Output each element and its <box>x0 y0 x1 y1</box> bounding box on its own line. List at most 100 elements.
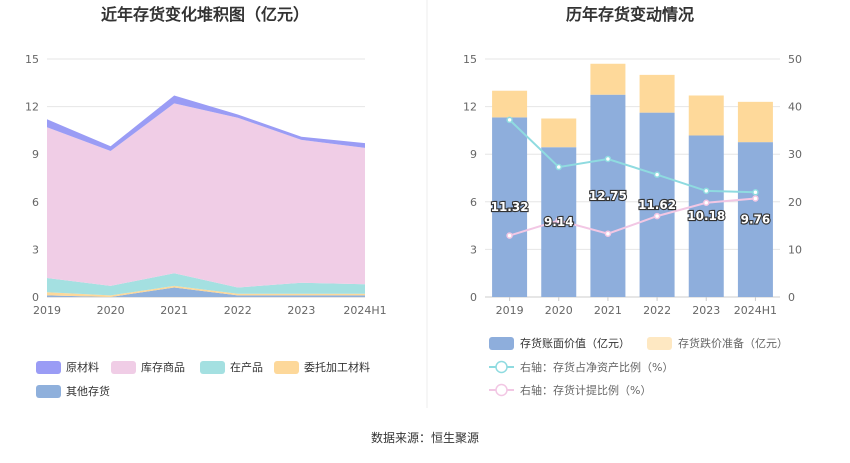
bar-value-label: 11.62 <box>638 198 676 212</box>
left-y-tick-label: 15 <box>25 53 39 66</box>
bar-impairment <box>541 118 577 148</box>
left-x-tick-label: 2021 <box>160 304 188 317</box>
right-legend-swatch <box>489 337 514 350</box>
right-right-y-tick-label: 30 <box>788 148 802 161</box>
line-point <box>703 187 710 195</box>
line-point <box>653 171 661 178</box>
area-series-在产品 <box>47 273 365 296</box>
bar-book-value <box>639 112 675 297</box>
line-series-provision-ratio <box>509 197 756 237</box>
right-legend-label: 存货账面价值（亿元） <box>520 336 630 350</box>
right-x-tick-label: 2020 <box>545 304 573 317</box>
left-x-tick-label: 2022 <box>224 304 252 317</box>
left-legend-label: 在产品 <box>230 360 263 374</box>
line-point <box>752 195 759 202</box>
bar-value-label: 9.76 <box>741 213 771 227</box>
right-left-y-tick-label: 3 <box>470 243 477 256</box>
area-series-库存商品 <box>47 103 365 288</box>
right-left-y-tick-label: 9 <box>470 148 477 161</box>
bar-impairment <box>492 90 528 118</box>
line-point <box>604 230 612 237</box>
line-point <box>703 199 710 207</box>
bar-book-value <box>737 142 773 297</box>
left-chart-title: 近年存货变化堆积图（亿元） <box>101 5 309 24</box>
line-point <box>555 217 562 224</box>
bar-value-label: 10.18 <box>687 209 725 223</box>
bar-book-value <box>590 94 626 297</box>
left-y-tick-label: 6 <box>32 196 39 209</box>
right-legend-label: 存货跌价准备（亿元） <box>678 336 788 350</box>
left-y-tick-label: 9 <box>32 148 39 161</box>
line-point <box>752 189 759 196</box>
left-y-ticks: 0 3 6 9 12 15 <box>25 53 39 304</box>
right-left-y-tick-label: 12 <box>463 101 477 114</box>
line-point <box>506 232 513 239</box>
line-point <box>653 212 661 220</box>
line-point <box>555 163 562 171</box>
right-right-y-ticks: 0 10 20 30 40 50 <box>788 53 802 304</box>
left-legend-label: 委托加工材料 <box>304 360 370 374</box>
right-right-y-tick-label: 10 <box>788 243 802 256</box>
bar-value-label: 9.14 <box>544 215 574 229</box>
left-legend-swatch <box>111 361 136 374</box>
left-legend-label: 库存商品 <box>141 360 185 374</box>
left-x-tick-label: 2019 <box>33 304 61 317</box>
right-x-tick-label: 2022 <box>643 304 671 317</box>
right-x-tick-label: 2019 <box>496 304 524 317</box>
bar-impairment <box>737 101 773 143</box>
source-note: 数据来源：恒生聚源 <box>371 430 479 445</box>
right-right-y-tick-label: 20 <box>788 196 802 209</box>
right-x-tick-label: 2023 <box>692 304 720 317</box>
line-point <box>506 116 513 124</box>
right-left-y-tick-label: 0 <box>470 291 477 304</box>
right-x-tick-label: 2021 <box>594 304 622 317</box>
left-legend-swatch <box>36 361 61 374</box>
left-legend-swatch <box>200 361 225 374</box>
left-legend-label: 其他存货 <box>66 384 110 398</box>
left-legend-swatch <box>36 385 61 398</box>
bar-value-label: 11.32 <box>491 200 529 214</box>
right-left-y-tick-label: 15 <box>463 53 477 66</box>
area-series-委托加工材料 <box>47 285 365 297</box>
line-point <box>604 155 612 163</box>
bar-book-value <box>492 117 528 297</box>
right-bar-labels: 11.32 9.14 12.75 11.62 10.18 9.76 <box>489 188 771 230</box>
right-legend-label: 右轴：存货计提比例（%） <box>520 383 651 397</box>
bar-impairment <box>590 63 626 95</box>
left-y-tick-label: 3 <box>32 243 39 256</box>
right-legend-swatch <box>647 337 672 350</box>
area-series-其他存货 <box>47 287 365 297</box>
left-x-tick-label: 2023 <box>287 304 315 317</box>
line-series-ratio-net-assets <box>508 119 756 194</box>
left-y-tick-label: 12 <box>25 101 39 114</box>
left-x-tick-label: 2020 <box>97 304 125 317</box>
right-legend-marker <box>495 360 508 374</box>
bar-book-value <box>688 135 724 297</box>
left-areas <box>47 95 365 297</box>
right-left-y-ticks: 0 3 6 9 12 15 <box>463 53 477 304</box>
right-right-y-tick-label: 40 <box>788 101 802 114</box>
right-lines <box>506 116 759 239</box>
area-series-原材料 <box>47 95 365 151</box>
right-chart-title: 历年存货变动情况 <box>566 5 694 24</box>
left-x-tick-label: 2024H1 <box>343 304 386 317</box>
left-legend-swatch <box>274 361 299 374</box>
left-y-tick-label: 0 <box>32 291 39 304</box>
right-x-tick-label: 2024H1 <box>734 304 777 317</box>
right-right-y-tick-label: 0 <box>788 291 795 304</box>
right-x-ticks: 2019 2020 2021 2022 2023 2024H1 <box>496 297 777 317</box>
right-grid <box>485 58 780 298</box>
bar-value-label: 12.75 <box>589 189 627 203</box>
left-x-ticks: 2019 2020 2021 2022 2023 2024H1 <box>33 304 387 317</box>
left-legend-label: 原材料 <box>66 360 99 374</box>
right-legend-label: 右轴：存货占净资产比例（%） <box>520 360 673 374</box>
right-legend: 存货账面价值（亿元） 存货跌价准备（亿元） 右轴：存货占净资产比例（%） 右轴：存货计… <box>489 336 788 397</box>
right-bars <box>492 63 773 297</box>
right-left-y-tick-label: 6 <box>470 196 477 209</box>
right-right-y-tick-label: 50 <box>788 53 802 66</box>
bar-impairment <box>639 74 675 113</box>
bar-impairment <box>688 95 724 136</box>
